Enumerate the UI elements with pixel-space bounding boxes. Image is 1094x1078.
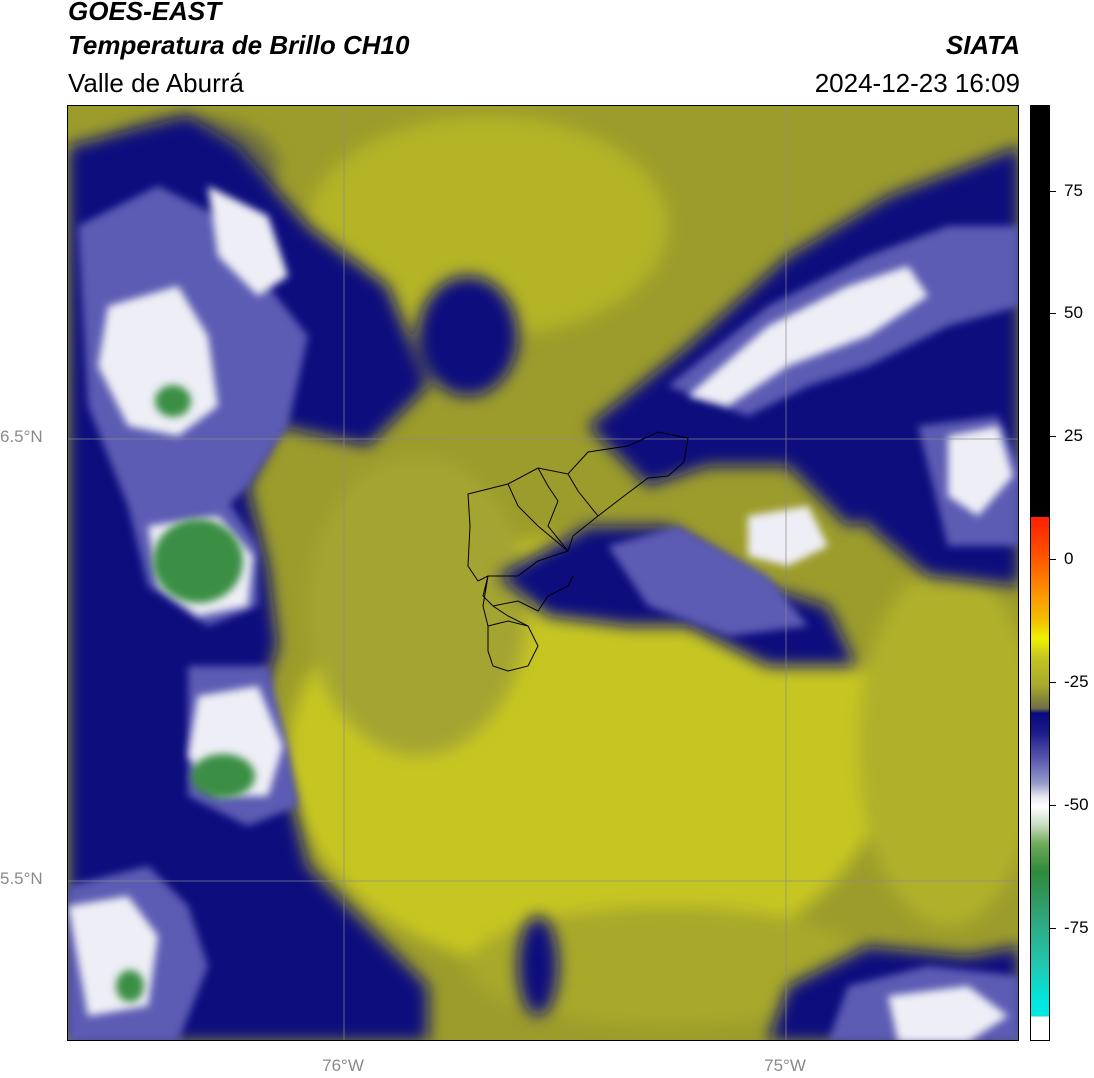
colorbar-tick-minus50: -50 <box>1064 795 1089 814</box>
satellite-map[interactable] <box>67 105 1019 1041</box>
colorbar <box>1030 105 1050 1041</box>
colorbar-tick-minus75: -75 <box>1064 918 1089 937</box>
colorbar-tick-0: 0 <box>1064 549 1074 568</box>
region-name: Valle de Aburrá <box>68 68 244 98</box>
municipality-boundaries <box>467 431 689 672</box>
colorbar-tick-minus25: -25 <box>1064 672 1089 691</box>
lon-label-76w: 76°W <box>322 1056 364 1075</box>
product-title: Temperatura de Brillo CH10 <box>68 30 410 60</box>
lat-label-6.5: 6.5°N <box>0 427 43 446</box>
graticule <box>68 106 1018 1040</box>
lat-label-5.5: 5.5°N <box>0 869 43 888</box>
timestamp: 2024-12-23 16:09 <box>814 68 1020 98</box>
brightness-temperature-field <box>68 106 1018 1040</box>
colorbar-tick-25: 25 <box>1064 426 1083 445</box>
colorbar-tick-50: 50 <box>1064 303 1083 322</box>
lon-label-75w: 75°W <box>764 1056 806 1075</box>
colorbar-tick-75: 75 <box>1064 181 1083 200</box>
satellite-name: GOES-EAST <box>68 0 222 26</box>
brand-label: SIATA <box>945 30 1020 60</box>
